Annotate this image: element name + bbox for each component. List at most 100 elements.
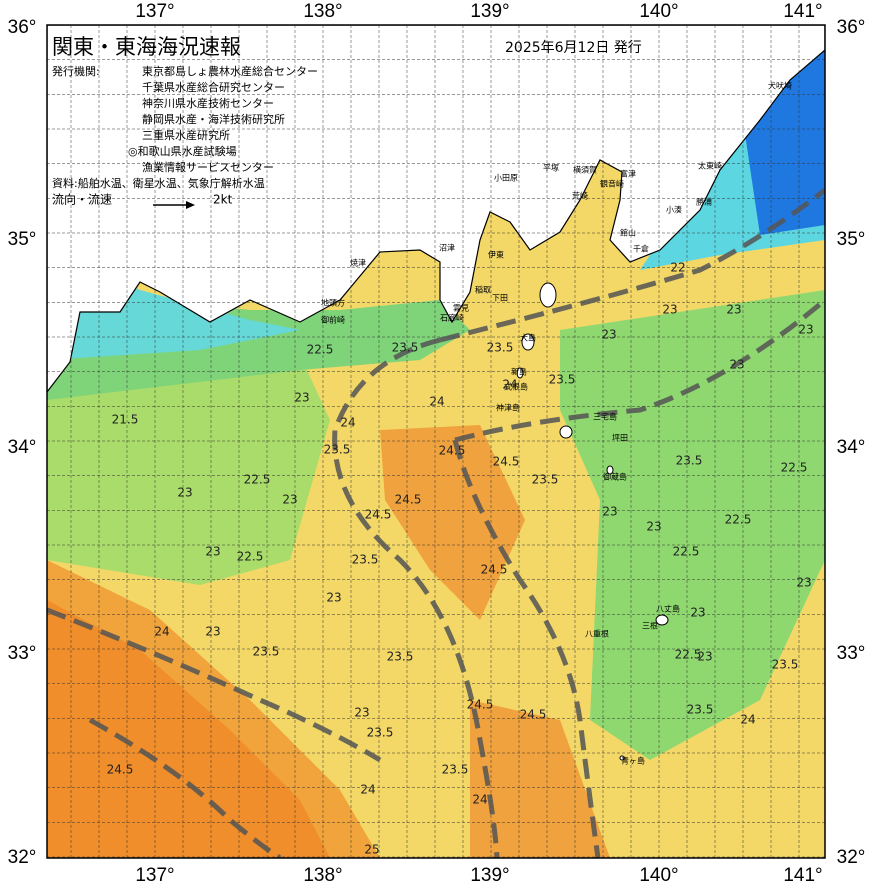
place-name: 伊東 xyxy=(488,250,504,260)
contour-label: 23.5 xyxy=(676,454,703,468)
lat-label: 33° xyxy=(8,643,37,664)
contour-label: 22.5 xyxy=(244,473,271,487)
contour-label: 23 xyxy=(205,625,220,639)
lat-label: 36° xyxy=(837,17,866,38)
contour-label: 23 xyxy=(602,505,617,519)
agency: 神奈川県水産技術センター xyxy=(142,96,274,110)
lon-label: 141° xyxy=(783,865,822,886)
contour-label: 21.5 xyxy=(112,413,139,427)
place-name: 横須賀 xyxy=(573,165,597,175)
title: 関東・東海海況速報 xyxy=(52,35,241,59)
contour-label: 24 xyxy=(154,625,169,639)
place-name: 館山 xyxy=(620,228,636,238)
lon-label: 140° xyxy=(639,865,678,886)
contour-label: 22.5 xyxy=(725,513,752,527)
place-name: 大島 xyxy=(520,333,536,343)
contour-label: 24.5 xyxy=(481,563,508,577)
contour-label: 24 xyxy=(340,416,355,430)
grid xyxy=(47,25,825,858)
current-path xyxy=(452,439,601,858)
place-name: 千倉 xyxy=(633,244,649,254)
agency: 東京都島しょ農林水産総合センター xyxy=(142,64,318,78)
place-name: 荒崎 xyxy=(572,191,588,201)
land xyxy=(47,25,825,393)
place-name: 八丈島 xyxy=(656,604,680,614)
lat-label: 35° xyxy=(8,229,37,250)
place-name: 小田原 xyxy=(494,174,518,183)
contour-label: 23.5 xyxy=(772,658,799,672)
place-name: 稲取 xyxy=(475,285,491,295)
place-name: 平塚 xyxy=(543,164,559,173)
place-name: 坪田 xyxy=(612,434,628,443)
legend-speed: 2kt xyxy=(213,193,233,207)
contour-label: 24.5 xyxy=(520,708,547,722)
island xyxy=(619,755,625,761)
island xyxy=(655,614,669,626)
contour-label: 23 xyxy=(796,576,811,590)
contour-label: 23 xyxy=(646,520,661,534)
place-name: 神津島 xyxy=(496,403,520,413)
place-name: 雲見 xyxy=(453,304,469,313)
contour-label: 23.5 xyxy=(549,373,576,387)
contour-label: 24.5 xyxy=(395,493,422,507)
lat-label: 34° xyxy=(837,437,866,458)
place-name: 犬吠埼 xyxy=(768,81,792,91)
contour-label: 22 xyxy=(670,261,685,275)
lon-label: 139° xyxy=(470,865,509,886)
contour-label: 22.5 xyxy=(307,343,334,357)
contour-label: 23.5 xyxy=(352,553,379,567)
lon-label: 138° xyxy=(303,1,342,22)
contour-label: 24.5 xyxy=(467,698,494,712)
place-name: 石廊崎 xyxy=(440,313,464,323)
contour-label: 23 xyxy=(601,328,616,342)
contour-label: 23 xyxy=(697,650,712,664)
lat-label: 35° xyxy=(837,229,866,250)
current-path xyxy=(454,298,825,443)
contour-label: 23.5 xyxy=(387,650,414,664)
agencies: 東京都島しょ農林水産総合センター千葉県水産総合研究センター神奈川県水産技術センタ… xyxy=(128,64,318,174)
cool-water xyxy=(560,290,825,760)
lon-label: 141° xyxy=(783,1,822,22)
axes: 137° 137° 138° 138° 139° 139° 140° 140° 141° 141°… xyxy=(8,1,866,886)
contour-label: 23 xyxy=(729,358,744,372)
current-path xyxy=(88,717,282,858)
place-name: 観音崎 xyxy=(600,179,624,189)
contour-label: 23.5 xyxy=(487,341,514,355)
date: 2025年6月12日 発行 xyxy=(505,40,642,56)
agency: 漁業情報サービスセンター xyxy=(142,160,274,174)
current-path xyxy=(439,188,825,343)
place-name: 勝浦 xyxy=(696,197,712,207)
place-name: 新島 xyxy=(511,367,527,377)
warm-water xyxy=(470,700,610,858)
legend-label: 流向・流速 xyxy=(52,192,112,207)
contour-label: 23 xyxy=(294,391,309,405)
contour-label: 22.5 xyxy=(781,461,808,475)
contour-label: 22.5 xyxy=(675,648,702,662)
warm-water xyxy=(47,600,330,858)
place-name: 沼津 xyxy=(439,243,455,253)
legend-arrowhead xyxy=(186,201,195,209)
contour-label: 22.5 xyxy=(237,550,264,564)
contour-label: 23 xyxy=(177,486,192,500)
contour-label: 24.5 xyxy=(365,508,392,522)
island xyxy=(559,425,573,439)
contour-label: 24 xyxy=(360,783,375,797)
contour-label: 22.5 xyxy=(673,545,700,559)
kuroshio-path xyxy=(332,337,500,858)
agency: 三重県水産研究所 xyxy=(142,128,230,142)
place-name: 地頭方 xyxy=(321,298,345,308)
contour-label: 23.5 xyxy=(324,443,351,457)
contour-label: 23.5 xyxy=(687,703,714,717)
place-name: 小湊 xyxy=(666,205,682,215)
contour-label: 23 xyxy=(282,493,297,507)
contour-label: 25 xyxy=(364,843,379,857)
contour-label: 24.5 xyxy=(439,444,466,458)
contour-label: 23.5 xyxy=(392,341,419,355)
agency: 静岡県水産・海洋技術研究所 xyxy=(142,112,285,126)
contour-label: 23 xyxy=(662,303,677,317)
lat-label: 32° xyxy=(837,847,866,868)
contour-label: 23 xyxy=(798,323,813,337)
contour-label: 23 xyxy=(690,606,705,620)
